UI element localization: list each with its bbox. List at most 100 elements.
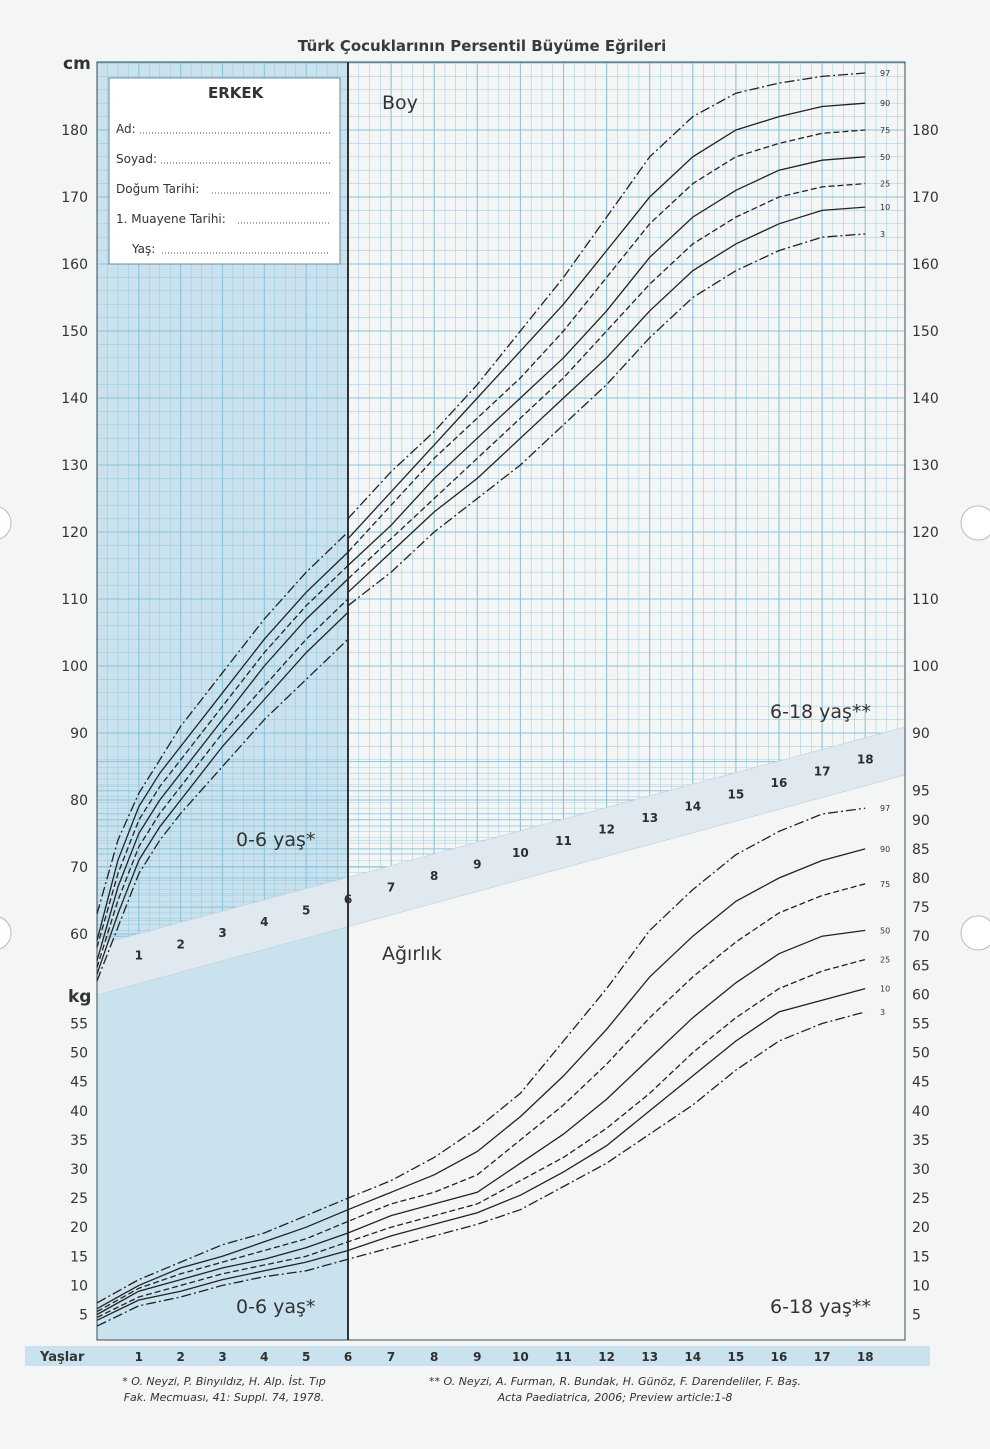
height-y-tick-left: 70 (70, 860, 88, 876)
weight-percentile-label: 75 (880, 880, 890, 889)
x-tick-label: 9 (473, 1350, 481, 1364)
band-age-label: 9 (473, 857, 481, 871)
weight-y-tick-right: 70 (912, 929, 930, 945)
height-percentile-label: 97 (880, 69, 890, 78)
form-field-soyad[interactable]: Soyad: (116, 152, 157, 166)
punch-hole-right-top (960, 505, 990, 541)
height-curve-early-p3 (96, 638, 349, 982)
band-age-label: 18 (857, 753, 874, 767)
weight-curve-p97 (96, 807, 866, 1304)
weight-y-tick-right: 60 (912, 987, 930, 1003)
weight-y-tick-right: 75 (912, 900, 930, 916)
bottom-age-labels: 1 2 3 4 5 6 7 8 9 10 11 12 13 14 15 16 17 18 (135, 1350, 874, 1364)
x-tick-label: 6 (344, 1350, 352, 1364)
height-curve-p25 (347, 182, 866, 580)
form-heading: ERKEK (208, 84, 265, 102)
form-field-dogum-tarihi[interactable]: Doğum Tarihi: (116, 182, 199, 196)
weight-curve-p10 (96, 987, 866, 1321)
weight-y-tick-left: 30 (70, 1162, 88, 1178)
x-tick-label: 12 (598, 1350, 615, 1364)
weight-percentile-label: 50 (880, 926, 890, 935)
x-axis-bar (25, 1346, 930, 1366)
axis-labels: 6070809010011012013014015016017018090100… (61, 123, 938, 1324)
height-y-tick-right: 90 (912, 726, 930, 742)
percentile-curves (96, 72, 866, 1327)
height-curve-p97 (347, 72, 866, 520)
height-y-tick-left: 140 (61, 391, 88, 407)
band-age-label: 12 (598, 823, 615, 837)
weight-y-tick-right: 65 (912, 958, 930, 974)
height-curve-early-p90 (96, 551, 349, 941)
weight-percentile-label: 25 (880, 955, 890, 964)
form-field-ad[interactable]: Ad: (116, 122, 136, 136)
x-tick-label: 14 (684, 1350, 701, 1364)
weight-y-tick-left: 55 (70, 1017, 88, 1033)
x-tick-label: 7 (387, 1350, 395, 1364)
weight-period-early: 0-6 yaş* (236, 1296, 315, 1318)
weight-y-tick-right: 10 (912, 1278, 930, 1294)
height-y-tick-left: 60 (70, 927, 88, 943)
weight-y-tick-right: 50 (912, 1046, 930, 1062)
weight-curve-p75 (96, 883, 866, 1313)
percentile-labels: 97 90 75 50 25 10 3 97 90 75 50 25 10 3 (880, 69, 890, 1017)
weight-y-tick-right: 20 (912, 1220, 930, 1236)
height-section-label: Boy (382, 92, 418, 114)
band-age-label: 10 (512, 846, 529, 860)
height-y-tick-right: 180 (912, 123, 939, 139)
punch-hole-left-bottom (0, 916, 12, 950)
form-field-yas[interactable]: Yaş: (131, 242, 155, 256)
weight-percentile-label: 90 (880, 845, 890, 854)
height-percentile-label: 50 (880, 153, 890, 162)
band-age-label: 15 (728, 788, 745, 802)
weight-y-tick-right: 45 (912, 1075, 930, 1091)
x-tick-label: 15 (728, 1350, 745, 1364)
punch-hole-right-bottom (960, 915, 990, 951)
height-y-tick-left: 90 (70, 726, 88, 742)
weight-y-tick-right: 55 (912, 1017, 930, 1033)
height-curve-early-p75 (96, 565, 349, 948)
height-y-tick-left: 170 (61, 190, 88, 206)
weight-percentile-label: 97 (880, 804, 890, 813)
reference-1-line1: * O. Neyzi, P. Binyıldız, H. Alp. İst. T… (122, 1375, 326, 1388)
height-y-tick-right: 170 (912, 190, 939, 206)
page-title: Türk Çocuklarının Persentil Büyüme Eğril… (298, 37, 666, 55)
x-tick-label: 16 (771, 1350, 788, 1364)
weight-y-tick-right: 25 (912, 1191, 930, 1207)
height-curve-early-p25 (96, 598, 349, 968)
height-period-early: 0-6 yaş* (236, 829, 315, 851)
weight-y-tick-left: 20 (70, 1220, 88, 1236)
weight-y-tick-left: 25 (70, 1191, 88, 1207)
band-age-label: 4 (260, 915, 268, 929)
height-y-tick-right: 130 (912, 458, 939, 474)
form-field-muayene-tarihi[interactable]: 1. Muayene Tarihi: (116, 212, 226, 226)
weight-y-tick-left: 45 (70, 1075, 88, 1091)
height-percentile-label: 10 (880, 203, 890, 212)
weight-y-tick-left: 35 (70, 1133, 88, 1149)
weight-curve-p90 (96, 848, 866, 1310)
height-percentile-label: 75 (880, 126, 890, 135)
reference-2-line1: ** O. Neyzi, A. Furman, R. Bundak, H. Gü… (429, 1375, 801, 1388)
height-y-tick-left: 180 (61, 123, 88, 139)
band-age-label: 6 (344, 892, 352, 906)
weight-unit-label: kg (68, 987, 91, 1007)
reference-2-line2: Acta Paediatrica, 2006; Preview article:… (497, 1391, 733, 1404)
x-tick-label: 18 (857, 1350, 874, 1364)
plot-frame (96, 61, 906, 1341)
x-tick-label: 11 (555, 1350, 572, 1364)
weight-y-tick-right: 5 (912, 1308, 921, 1324)
weight-period-late: 6-18 yaş** (770, 1296, 871, 1318)
height-y-tick-left: 160 (61, 257, 88, 273)
height-unit-label: cm (63, 54, 91, 74)
height-curve-p50 (347, 156, 866, 566)
height-percentile-label: 25 (880, 180, 890, 189)
height-curve-early-p50 (96, 578, 349, 961)
weight-y-tick-right: 40 (912, 1104, 930, 1120)
height-y-tick-left: 150 (61, 324, 88, 340)
weight-section-label: Ağırlık (382, 943, 442, 965)
weight-curve-p25 (96, 958, 866, 1318)
weight-y-tick-right: 35 (912, 1133, 930, 1149)
band-age-label: 5 (302, 904, 310, 918)
band-age-label: 13 (641, 811, 658, 825)
